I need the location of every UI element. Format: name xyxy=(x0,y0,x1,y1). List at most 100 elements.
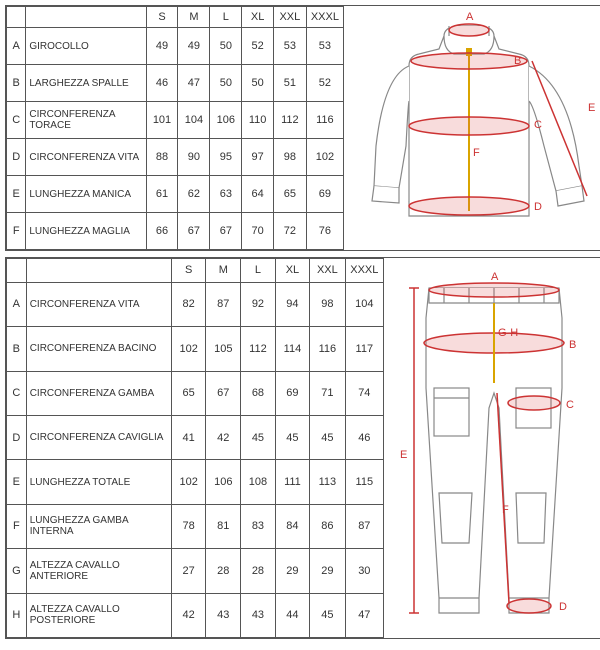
value-cell: 110 xyxy=(242,102,274,139)
value-cell: 88 xyxy=(146,139,178,176)
row-letter: E xyxy=(7,460,27,504)
value-cell: 45 xyxy=(310,415,346,459)
table-row: FLUNGHEZZA MAGLIA666767707276 xyxy=(7,213,344,250)
blank-cell xyxy=(7,7,26,28)
blank-cell xyxy=(26,259,171,283)
row-label: CIRCONFERENZA VITA xyxy=(26,282,171,326)
value-cell: 117 xyxy=(345,327,383,371)
row-letter: B xyxy=(7,65,26,102)
row-letter: H xyxy=(7,593,27,637)
value-cell: 71 xyxy=(310,371,346,415)
size-header: L xyxy=(210,7,242,28)
value-cell: 116 xyxy=(306,102,343,139)
value-cell: 81 xyxy=(206,504,241,548)
table-row: ACIRCONFERENZA VITA8287929498104 xyxy=(7,282,384,326)
jacket-size-section: S M L XL XXL XXXL AGIROCOLLO494950525353… xyxy=(5,5,600,251)
diagram-label-c: C xyxy=(566,399,574,411)
value-cell: 50 xyxy=(242,65,274,102)
value-cell: 101 xyxy=(146,102,178,139)
diagram-label-d: D xyxy=(534,201,542,213)
value-cell: 105 xyxy=(206,327,241,371)
value-cell: 49 xyxy=(146,28,178,65)
row-label: CIRCONFERENZA BACINO xyxy=(26,327,171,371)
size-header: XL xyxy=(242,7,274,28)
value-cell: 45 xyxy=(310,593,346,637)
diagram-label-b: B xyxy=(569,339,576,351)
pants-size-table: S M L XL XXL XXXL ACIRCONFERENZA VITA828… xyxy=(6,258,384,638)
value-cell: 74 xyxy=(345,371,383,415)
value-cell: 68 xyxy=(241,371,276,415)
value-cell: 29 xyxy=(275,549,309,593)
diagram-label-c: C xyxy=(534,119,542,131)
row-label: CIRCONFERENZA CAVIGLIA xyxy=(26,415,171,459)
row-label: LUNGHEZZA GAMBA INTERNA xyxy=(26,504,171,548)
value-cell: 98 xyxy=(273,139,306,176)
pants-diagram: A B C D E F G-H xyxy=(384,258,600,638)
table-row: CCIRCONFERENZA TORACE101104106110112116 xyxy=(7,102,344,139)
size-header: M xyxy=(178,7,210,28)
value-cell: 108 xyxy=(241,460,276,504)
size-header: XXL xyxy=(273,7,306,28)
blank-cell xyxy=(7,259,27,283)
value-cell: 113 xyxy=(310,460,346,504)
table-row: BLARGHEZZA SPALLE464750505152 xyxy=(7,65,344,102)
value-cell: 102 xyxy=(171,327,206,371)
row-label: LARGHEZZA SPALLE xyxy=(26,65,146,102)
value-cell: 114 xyxy=(275,327,309,371)
value-cell: 50 xyxy=(210,28,242,65)
size-header: S xyxy=(171,259,206,283)
value-cell: 95 xyxy=(210,139,242,176)
pants-svg: A B C D E F G-H xyxy=(384,258,600,638)
table-row: FLUNGHEZZA GAMBA INTERNA788183848687 xyxy=(7,504,384,548)
value-cell: 94 xyxy=(275,282,309,326)
diagram-label-d: D xyxy=(559,601,567,613)
table-row: BCIRCONFERENZA BACINO102105112114116117 xyxy=(7,327,384,371)
value-cell: 41 xyxy=(171,415,206,459)
value-cell: 69 xyxy=(275,371,309,415)
size-header: S xyxy=(146,7,178,28)
value-cell: 52 xyxy=(242,28,274,65)
value-cell: 28 xyxy=(241,549,276,593)
diagram-label-b: B xyxy=(514,55,521,67)
row-letter: C xyxy=(7,102,26,139)
value-cell: 65 xyxy=(171,371,206,415)
diagram-label-e: E xyxy=(400,449,407,461)
value-cell: 112 xyxy=(273,102,306,139)
value-cell: 46 xyxy=(146,65,178,102)
value-cell: 66 xyxy=(146,213,178,250)
diagram-label-a: A xyxy=(466,11,474,23)
value-cell: 92 xyxy=(241,282,276,326)
table-row: ELUNGHEZZA MANICA616263646569 xyxy=(7,176,344,213)
row-letter: E xyxy=(7,176,26,213)
value-cell: 70 xyxy=(242,213,274,250)
table-row: DCIRCONFERENZA VITA8890959798102 xyxy=(7,139,344,176)
value-cell: 53 xyxy=(306,28,343,65)
size-header: XXXL xyxy=(306,7,343,28)
value-cell: 45 xyxy=(275,415,309,459)
value-cell: 87 xyxy=(345,504,383,548)
value-cell: 97 xyxy=(242,139,274,176)
table-header-row: S M L XL XXL XXXL xyxy=(7,259,384,283)
value-cell: 69 xyxy=(306,176,343,213)
value-cell: 106 xyxy=(206,460,241,504)
size-header: XXXL xyxy=(345,259,383,283)
value-cell: 104 xyxy=(178,102,210,139)
value-cell: 78 xyxy=(171,504,206,548)
row-label: ALTEZZA CAVALLO ANTERIORE xyxy=(26,549,171,593)
row-label: LUNGHEZZA MAGLIA xyxy=(26,213,146,250)
size-header: M xyxy=(206,259,241,283)
table-row: GALTEZZA CAVALLO ANTERIORE272828292930 xyxy=(7,549,384,593)
value-cell: 47 xyxy=(345,593,383,637)
value-cell: 104 xyxy=(345,282,383,326)
row-label: CIRCONFERENZA TORACE xyxy=(26,102,146,139)
value-cell: 27 xyxy=(171,549,206,593)
size-header: XXL xyxy=(310,259,346,283)
value-cell: 52 xyxy=(306,65,343,102)
table-row: DCIRCONFERENZA CAVIGLIA414245454546 xyxy=(7,415,384,459)
diagram-label-e: E xyxy=(588,102,595,114)
row-label: ALTEZZA CAVALLO POSTERIORE xyxy=(26,593,171,637)
value-cell: 112 xyxy=(241,327,276,371)
value-cell: 50 xyxy=(210,65,242,102)
value-cell: 67 xyxy=(206,371,241,415)
value-cell: 45 xyxy=(241,415,276,459)
